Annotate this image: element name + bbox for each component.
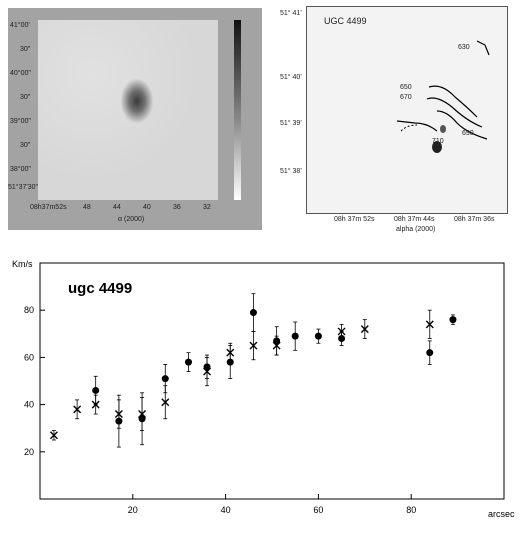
data-point-dot (426, 349, 434, 357)
x-tick-label: 40 (221, 505, 231, 515)
data-point-cross (91, 400, 100, 409)
ra-axis-label: α (2000) (118, 216, 145, 223)
cross-stroke (360, 325, 369, 334)
ra-tick: 08h37m52s (30, 204, 67, 211)
data-point-cross (161, 398, 170, 407)
data-point-cross (226, 348, 235, 357)
ra-tick: 08h 37m 44s (394, 216, 435, 223)
axis-ticks: 20 40 60 80 20 40 60 80 (24, 305, 416, 515)
dec-tick: 51° 39' (280, 120, 302, 127)
cross-stroke (49, 431, 58, 440)
cross-stroke (337, 327, 346, 336)
galaxy-grayscale-image (38, 20, 218, 200)
cross-stroke (114, 410, 123, 419)
contour-label: 630 (458, 44, 470, 51)
velocity-field-panel: UGC 4499 630 650 670 690 710 51° 41' 51°… (280, 2, 512, 236)
data-point-cross (360, 325, 369, 334)
contour-label: 710 (432, 138, 444, 145)
y-tick-label: 60 (24, 352, 34, 362)
y-tick-label: 40 (24, 400, 34, 410)
ra-tick: 48 (83, 204, 91, 211)
data-point-dot (161, 375, 169, 383)
chart-title: ugc 4499 (68, 280, 132, 297)
data-marks (49, 293, 457, 448)
ra-tick: 08h 37m 36s (454, 216, 495, 223)
dec-tick: 38°00" (10, 166, 31, 173)
data-point-dot (314, 332, 322, 340)
cross-stroke (161, 398, 170, 407)
dec-tick: 51° 38' (280, 168, 302, 175)
cross-stroke (203, 367, 212, 376)
left-image-panel: 41°00' 30" 40°00" 30" 39°00" 30" 38°00" … (8, 8, 262, 230)
cross-stroke (226, 348, 235, 357)
data-point-cross (138, 410, 147, 419)
cross-stroke (138, 410, 147, 419)
ra-tick: 40 (143, 204, 151, 211)
dec-tick: 30" (20, 94, 31, 101)
ra-axis-label: alpha (2000) (396, 226, 436, 233)
data-point-dot (249, 309, 257, 317)
rotation-curve-svg: Km/s arcsec ugc 4499 20 40 60 80 20 40 60 80 (12, 259, 515, 519)
data-point-cross (49, 431, 58, 440)
intensity-colorbar (234, 20, 241, 200)
velocity-field-image (306, 6, 508, 214)
data-point-dot (184, 358, 192, 366)
plot-frame (39, 262, 505, 500)
data-point-cross (73, 405, 82, 414)
contour-label: 670 (400, 94, 412, 101)
data-point-cross (203, 367, 212, 376)
ra-tick: 08h 37m 52s (334, 216, 375, 223)
dec-tick: 40°00" (10, 70, 31, 77)
dec-tick: 30" (20, 46, 31, 53)
x-tick-label: 20 (128, 505, 138, 515)
data-point-dot (291, 332, 299, 340)
contour-label: 690 (462, 130, 474, 137)
x-tick-label: 60 (313, 505, 323, 515)
y-tick-label: 80 (24, 305, 34, 315)
ra-tick: 32 (203, 204, 211, 211)
data-point-dot (92, 386, 100, 394)
panel-title: UGC 4499 (324, 16, 367, 26)
contour-label: 650 (400, 84, 412, 91)
data-point-cross (272, 341, 281, 350)
data-point-cross (425, 320, 434, 329)
rotation-curve-chart: Km/s arcsec ugc 4499 20 40 60 80 20 40 60 80 (0, 255, 520, 529)
velocity-contours (396, 40, 490, 153)
ra-tick: 44 (113, 204, 121, 211)
cross-stroke (272, 341, 281, 350)
dec-tick: 51° 41' (280, 10, 302, 17)
data-point-cross (337, 327, 346, 336)
y-axis-label: Km/s (12, 259, 33, 269)
data-point-dot (449, 316, 457, 324)
y-tick-label: 20 (24, 447, 34, 457)
x-axis-label: arcsec (488, 509, 515, 519)
data-point-cross (249, 341, 258, 350)
cross-stroke (91, 400, 100, 409)
dec-tick: 39°00" (10, 118, 31, 125)
dec-tick: 51° 40' (280, 74, 302, 81)
dec-tick: 51°37'30" (8, 184, 38, 191)
x-tick-label: 80 (406, 505, 416, 515)
cross-stroke (249, 341, 258, 350)
data-point-cross (114, 410, 123, 419)
dec-tick: 41°00' (10, 22, 30, 29)
ra-tick: 36 (173, 204, 181, 211)
cross-stroke (425, 320, 434, 329)
cross-stroke (73, 405, 82, 414)
dec-tick: 30" (20, 142, 31, 149)
